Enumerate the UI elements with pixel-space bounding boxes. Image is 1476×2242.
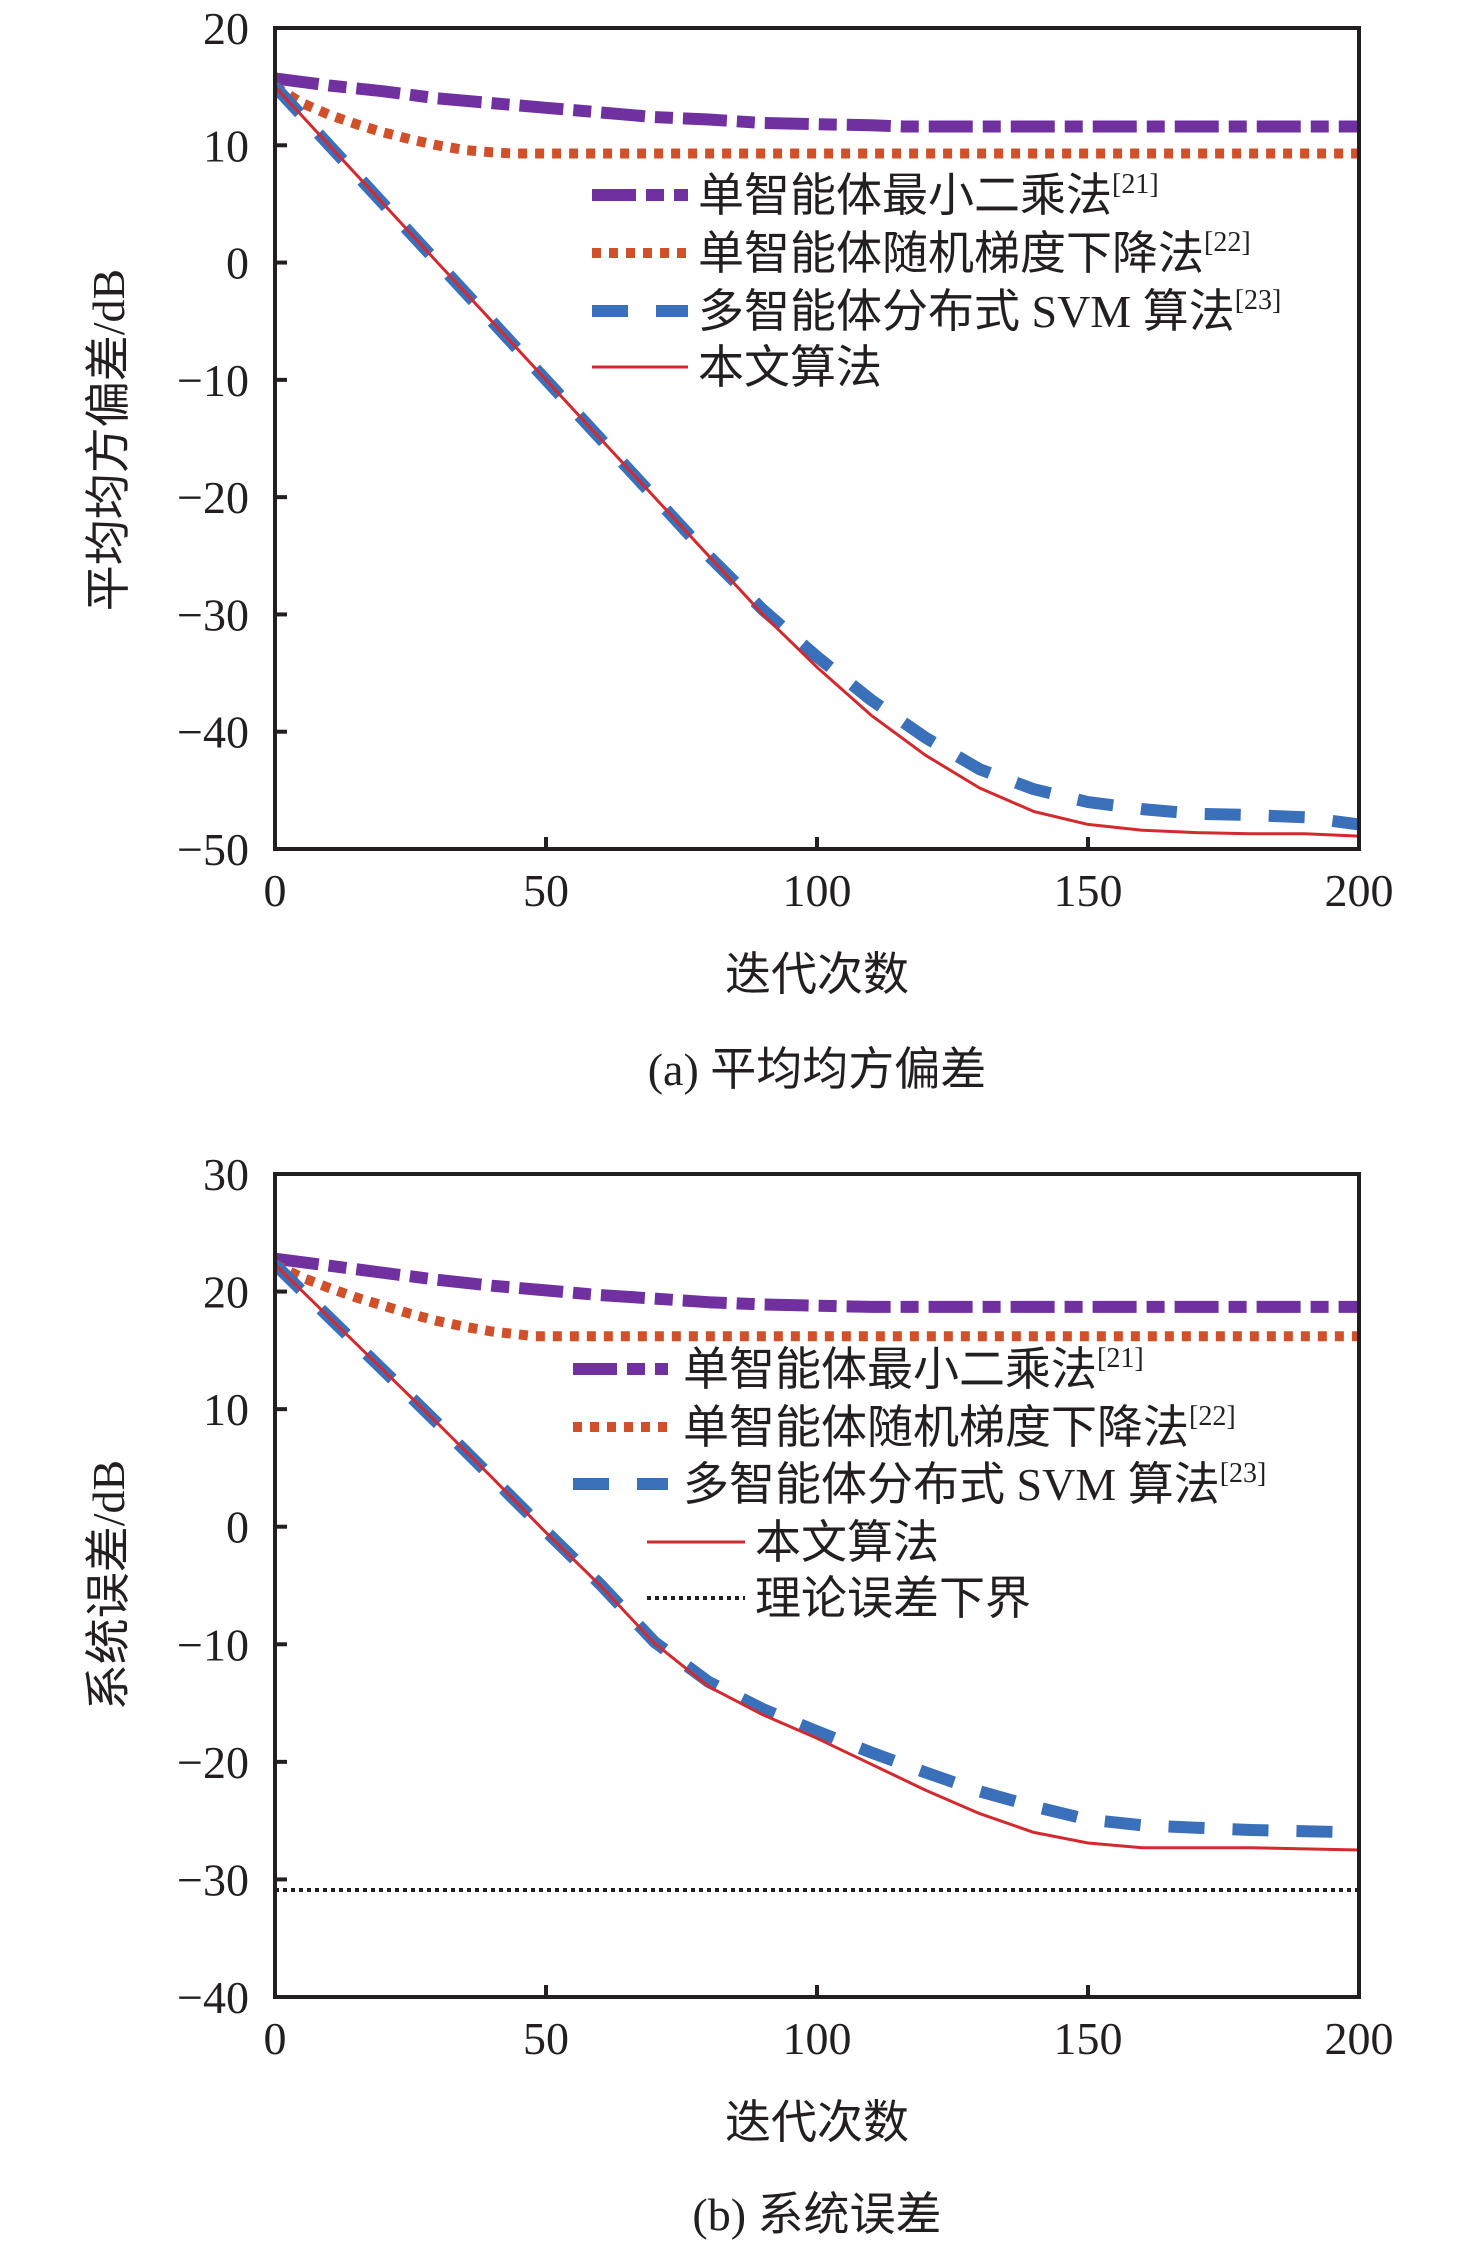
y-tick-label-1-1: −30 bbox=[177, 1854, 249, 1905]
y-tick-label-0-1: −40 bbox=[177, 707, 249, 758]
x-tick-label-1-1: 50 bbox=[523, 2013, 569, 2064]
y-tick-label-0-6: 10 bbox=[203, 120, 249, 171]
y-tick-label-0-4: −10 bbox=[177, 355, 249, 406]
plot-frame-a bbox=[273, 26, 1361, 851]
x-tick-label-0-3: 150 bbox=[1054, 865, 1123, 916]
series-line-1-1 bbox=[275, 1259, 1359, 1342]
chart-mean-square-deviation: 0 50 100 150 200 −50 −40 −30 −20 −10 0 10 20 单智能体最小二… bbox=[83, 3, 1394, 1095]
axis-ticks-b: 0 50 100 150 200 −40 −30 −20 −10 0 10 20 30 bbox=[177, 1149, 1393, 2064]
y-tick-label-1-5: 10 bbox=[203, 1384, 249, 1435]
y-axis-title-b: 系统误差/dB bbox=[83, 1460, 134, 1710]
y-tick-label-1-3: −10 bbox=[177, 1619, 249, 1670]
legend-label-1-2: 多智能体分布式 SVM 算法[23] bbox=[683, 1458, 1266, 1510]
x-tick-label-0-0: 0 bbox=[264, 865, 287, 916]
series-line-0-3 bbox=[275, 85, 1359, 838]
legend-label-1-3: 本文算法 bbox=[755, 1517, 939, 1568]
y-tick-label-1-2: −20 bbox=[177, 1737, 249, 1788]
legend-label-0-3: 本文算法 bbox=[698, 342, 882, 393]
caption-b: (b) 系统误差 bbox=[692, 2189, 941, 2240]
x-tick-label-0-2: 100 bbox=[783, 865, 852, 916]
y-tick-label-1-7: 30 bbox=[203, 1149, 249, 1200]
caption-a: (a) 平均均方偏差 bbox=[648, 1044, 987, 1095]
legend-b: 单智能体最小二乘法[21] 单智能体随机梯度下降法[22]多智能体分布式 SVM … bbox=[573, 1343, 1266, 1624]
x-tick-label-1-3: 150 bbox=[1054, 2013, 1123, 2064]
x-tick-label-0-4: 200 bbox=[1325, 865, 1394, 916]
series-line-1-0 bbox=[275, 1252, 1359, 1313]
axis-ticks-a: 0 50 100 150 200 −50 −40 −30 −20 −10 0 10 20 bbox=[177, 3, 1393, 916]
legend-a: 单智能体最小二乘法[21] 单智能体随机梯度下降法[22] 多智能体分布式 SVM … bbox=[592, 169, 1281, 393]
y-tick-label-0-0: −50 bbox=[177, 824, 249, 875]
x-tick-label-1-0: 0 bbox=[264, 2013, 287, 2064]
y-tick-label-0-7: 20 bbox=[203, 3, 249, 54]
y-tick-label-1-4: 0 bbox=[226, 1502, 249, 1553]
y-tick-label-0-5: 0 bbox=[226, 238, 249, 289]
legend-label-1-0: 单智能体最小二乘法[21] bbox=[683, 1343, 1144, 1395]
series-line-1-3 bbox=[275, 1263, 1359, 1852]
y-tick-label-1-6: 20 bbox=[203, 1267, 249, 1318]
legend-label-0-1: 单智能体随机梯度下降法[22] bbox=[698, 227, 1251, 279]
series-line-1-2 bbox=[275, 1260, 1359, 1839]
plot-lines-a bbox=[275, 72, 1359, 838]
x-axis-title-a: 迭代次数 bbox=[725, 949, 909, 1000]
legend-label-1-4: 理论误差下界 bbox=[755, 1573, 1031, 1624]
plot-lines-b bbox=[275, 1252, 1359, 1892]
x-tick-label-0-1: 50 bbox=[523, 865, 569, 916]
x-tick-label-1-2: 100 bbox=[783, 2013, 852, 2064]
chart-system-error: 0 50 100 150 200 −40 −30 −20 −10 0 10 20 30 单智能体最小二乘… bbox=[83, 1149, 1394, 2240]
y-tick-label-0-2: −30 bbox=[177, 589, 249, 640]
y-tick-label-1-0: −40 bbox=[177, 1972, 249, 2023]
y-tick-label-0-3: −20 bbox=[177, 472, 249, 523]
y-axis-title-a: 平均均方偏差/dB bbox=[83, 269, 134, 611]
series-line-0-1 bbox=[275, 82, 1359, 159]
legend-label-0-2: 多智能体分布式 SVM 算法[23] bbox=[698, 285, 1281, 337]
series-line-0-0 bbox=[275, 72, 1359, 133]
legend-label-0-0: 单智能体最小二乘法[21] bbox=[698, 169, 1159, 221]
legend-label-1-1: 单智能体随机梯度下降法[22] bbox=[683, 1401, 1236, 1453]
x-axis-title-b: 迭代次数 bbox=[725, 2097, 909, 2148]
x-tick-label-1-4: 200 bbox=[1325, 2013, 1394, 2064]
